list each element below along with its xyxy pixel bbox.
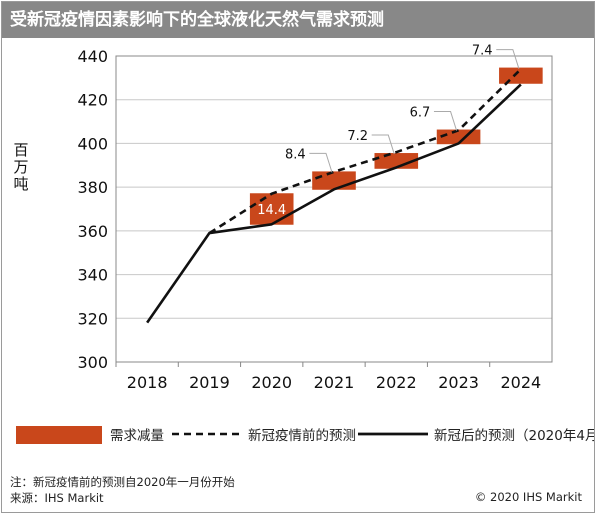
series-line-post-covid: [146, 83, 522, 324]
legend-swatch-post-covid: [358, 432, 428, 436]
reduction-box: [249, 193, 294, 225]
legend-swatch-pre-covid: [172, 432, 242, 436]
series-line-pre-covid: [208, 68, 522, 235]
y-tick-label: 380: [77, 178, 108, 197]
y-tick-label: 400: [77, 134, 108, 153]
legend-swatch-reduction: [16, 426, 102, 444]
x-tick-label: 2022: [376, 373, 417, 392]
y-tick-label: 420: [77, 91, 108, 110]
chart-title: 受新冠疫情因素影响下的全球液化天然气需求预测: [2, 2, 594, 38]
reduction-label: 7.2: [347, 129, 368, 144]
reduction-leader-line: [371, 134, 395, 155]
x-tick-label: 2020: [251, 373, 292, 392]
footer-source: 来源：IHS Markit: [10, 491, 104, 505]
footer-copyright: © 2020 IHS Markit: [474, 490, 582, 504]
y-tick-label: 440: [77, 47, 108, 66]
plot-border: [115, 55, 553, 363]
x-tick-label: 2021: [314, 373, 355, 392]
reduction-box: [499, 67, 543, 84]
y-tick-label: 340: [77, 266, 108, 285]
x-tick-label: 2024: [500, 373, 541, 392]
reduction-label: 8.4: [285, 147, 306, 162]
y-tick-label: 300: [77, 353, 108, 372]
reduction-label: 14.4: [257, 203, 286, 218]
y-tick-label: 320: [77, 309, 108, 328]
reduction-leader-line: [309, 152, 333, 173]
footer: 注：新冠疫情前的预测自2020年一月份开始 来源：IHS Markit: [10, 474, 235, 506]
reduction-label: 6.7: [410, 106, 431, 121]
x-tick-label: 2023: [438, 373, 479, 392]
x-tick-label: 2019: [189, 373, 230, 392]
x-tick-label: 2018: [127, 373, 168, 392]
reduction-label: 7.4: [472, 44, 493, 59]
reduction-leader-line: [433, 111, 458, 131]
legend-label-post-covid: 新冠后的预测（2020年4月14日）: [434, 428, 594, 444]
y-axis-label: 百万吨: [13, 141, 29, 193]
reduction-box: [374, 153, 419, 169]
legend-label-pre-covid: 新冠疫情前的预测: [248, 428, 356, 444]
footer-note: 注：新冠疫情前的预测自2020年一月份开始: [10, 475, 235, 489]
reduction-box: [312, 171, 356, 190]
reduction-leader-line: [496, 49, 520, 69]
legend-label-reduction: 需求减量: [110, 428, 164, 444]
legend: 需求减量 新冠疫情前的预测 新冠后的预测（2020年4月14日）: [2, 420, 594, 448]
y-tick-label: 360: [77, 222, 108, 241]
chart-plot: 300 320 340 360 380 400 420 440 2018 2019 2020 2021…: [77, 44, 553, 392]
